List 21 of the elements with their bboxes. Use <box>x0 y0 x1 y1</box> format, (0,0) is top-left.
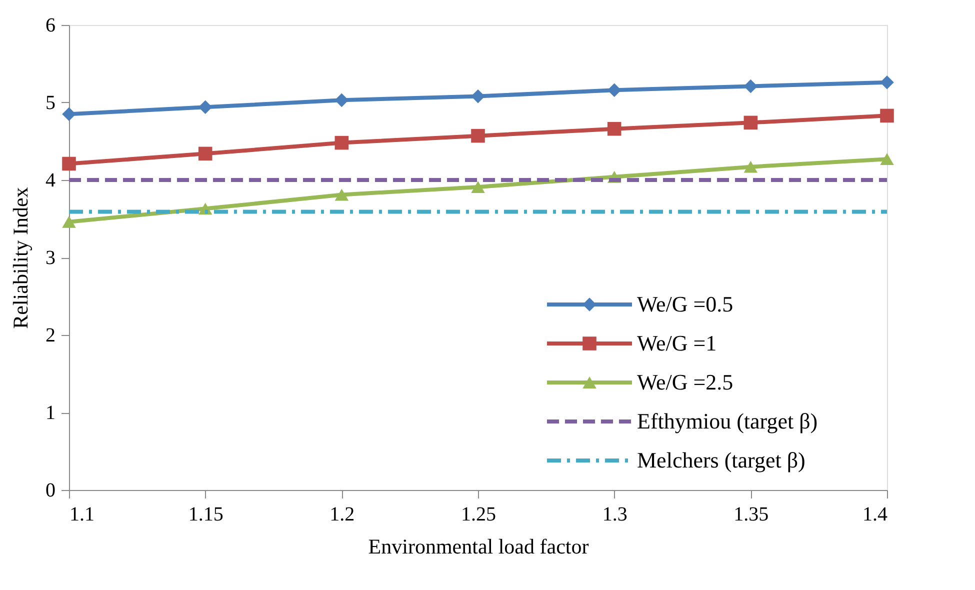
x-tick-label: 1.25 <box>461 504 496 526</box>
legend-label: Efthymiou (target β) <box>637 408 818 434</box>
y-tick-label: 5 <box>46 92 56 114</box>
y-tick-label: 3 <box>46 247 56 269</box>
y-tick-label: 2 <box>46 324 56 346</box>
x-tick-label: 1.4 <box>862 504 888 526</box>
legend-label: We/G =2.5 <box>637 370 734 394</box>
x-axis-title: Environmental load factor <box>368 534 589 558</box>
x-tick-label: 1.1 <box>70 504 94 526</box>
legend-label: Melchers (target β) <box>637 448 806 472</box>
y-axis-title: Reliability Index <box>8 186 32 329</box>
legend-label: We/G =0.5 <box>637 292 734 316</box>
legend-label: We/G =1 <box>637 330 717 356</box>
x-tick-label: 1.3 <box>602 504 628 526</box>
x-tick-label: 1.35 <box>734 504 769 526</box>
y-tick-label: 4 <box>46 170 56 192</box>
y-tick-label: 1 <box>46 402 56 424</box>
y-tick-label: 6 <box>46 14 56 36</box>
x-tick-label: 1.15 <box>188 504 224 526</box>
x-tick-label: 1.2 <box>330 504 355 526</box>
y-tick-label: 0 <box>46 480 56 502</box>
